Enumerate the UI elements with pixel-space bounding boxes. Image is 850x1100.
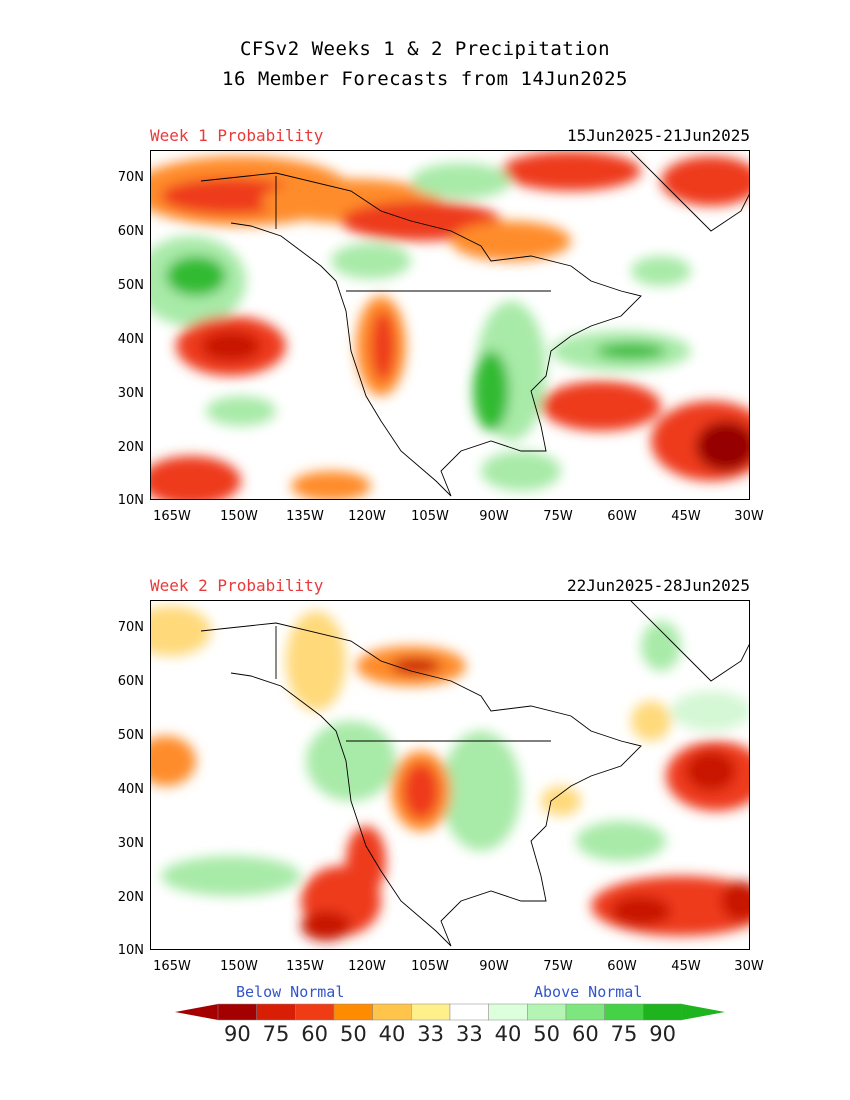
subtitle: 16 Member Forecasts from 14Jun2025 <box>222 68 628 90</box>
p1-lon-30: 30W <box>734 509 764 524</box>
panel1-label: Week 1 Probability <box>150 126 324 145</box>
p1-lat-30: 30N <box>117 386 144 401</box>
p2-lat-30: 30N <box>117 836 144 851</box>
legend-value: 40 <box>378 1022 406 1046</box>
p2-lat-70: 70N <box>117 620 144 635</box>
p2-lon-165: 165W <box>153 959 191 974</box>
legend-swatch <box>217 1003 257 1021</box>
p1-lat-60: 60N <box>117 224 144 239</box>
legend-arrow-right <box>682 1004 725 1020</box>
p2-lon-45: 45W <box>671 959 701 974</box>
week2-map <box>150 600 750 950</box>
p1-lat-50: 50N <box>117 278 144 293</box>
p2-lat-60: 60N <box>117 674 144 689</box>
p1-lon-45: 45W <box>671 509 701 524</box>
p2-lon-60: 60W <box>607 959 637 974</box>
p2-lon-105: 105W <box>411 959 449 974</box>
p1-lat-20: 20N <box>117 440 144 455</box>
p2-lat-10: 10N <box>117 943 144 958</box>
legend-swatch <box>295 1003 335 1021</box>
legend-arrow-left <box>175 1004 218 1020</box>
main-title: CFSv2 Weeks 1 & 2 Precipitation <box>239 38 611 60</box>
p1-lon-75: 75W <box>543 509 573 524</box>
legend-colorbar <box>175 1003 725 1021</box>
p1-lon-90: 90W <box>479 509 509 524</box>
legend-swatch <box>604 1003 644 1021</box>
legend-value: 60 <box>301 1022 329 1046</box>
legend-swatch <box>333 1003 373 1021</box>
p1-lon-135: 135W <box>286 509 324 524</box>
p2-lon-30: 30W <box>734 959 764 974</box>
panel2-dates: 22Jun2025-28Jun2025 <box>566 576 750 595</box>
p2-lat-50: 50N <box>117 728 144 743</box>
legend-swatch <box>411 1003 451 1021</box>
legend-swatch <box>527 1003 567 1021</box>
legend-value: 33 <box>455 1022 483 1046</box>
p2-lon-120: 120W <box>348 959 386 974</box>
p1-lon-165: 165W <box>153 509 191 524</box>
p1-lon-120: 120W <box>348 509 386 524</box>
p2-lon-90: 90W <box>479 959 509 974</box>
p1-lon-60: 60W <box>607 509 637 524</box>
legend-value: 75 <box>262 1022 290 1046</box>
legend-swatch <box>256 1003 296 1021</box>
legend-value: 50 <box>339 1022 367 1046</box>
panel2-label: Week 2 Probability <box>150 576 324 595</box>
week1-map <box>150 150 750 500</box>
legend-value: 60 <box>571 1022 599 1046</box>
legend-value: 90 <box>649 1022 677 1046</box>
legend-above-label: Above Normal <box>534 983 643 1001</box>
legend-value: 90 <box>223 1022 251 1046</box>
p2-lon-135: 135W <box>286 959 324 974</box>
legend-value: 33 <box>417 1022 445 1046</box>
legend-value: 50 <box>533 1022 561 1046</box>
legend-value: 75 <box>610 1022 638 1046</box>
p2-lat-20: 20N <box>117 890 144 905</box>
legend-swatch <box>449 1003 489 1021</box>
p1-lat-70: 70N <box>117 170 144 185</box>
legend-value: 40 <box>494 1022 522 1046</box>
p1-lon-105: 105W <box>411 509 449 524</box>
p1-lat-40: 40N <box>117 332 144 347</box>
legend-below-label: Below Normal <box>236 983 345 1001</box>
p1-lat-10: 10N <box>117 493 144 508</box>
legend-swatch <box>372 1003 412 1021</box>
p2-lat-40: 40N <box>117 782 144 797</box>
panel1-dates: 15Jun2025-21Jun2025 <box>566 126 750 145</box>
p2-lon-150: 150W <box>220 959 258 974</box>
legend-swatch <box>643 1003 683 1021</box>
legend-swatch <box>488 1003 528 1021</box>
p1-lon-150: 150W <box>220 509 258 524</box>
p2-lon-75: 75W <box>543 959 573 974</box>
legend-swatch <box>565 1003 605 1021</box>
